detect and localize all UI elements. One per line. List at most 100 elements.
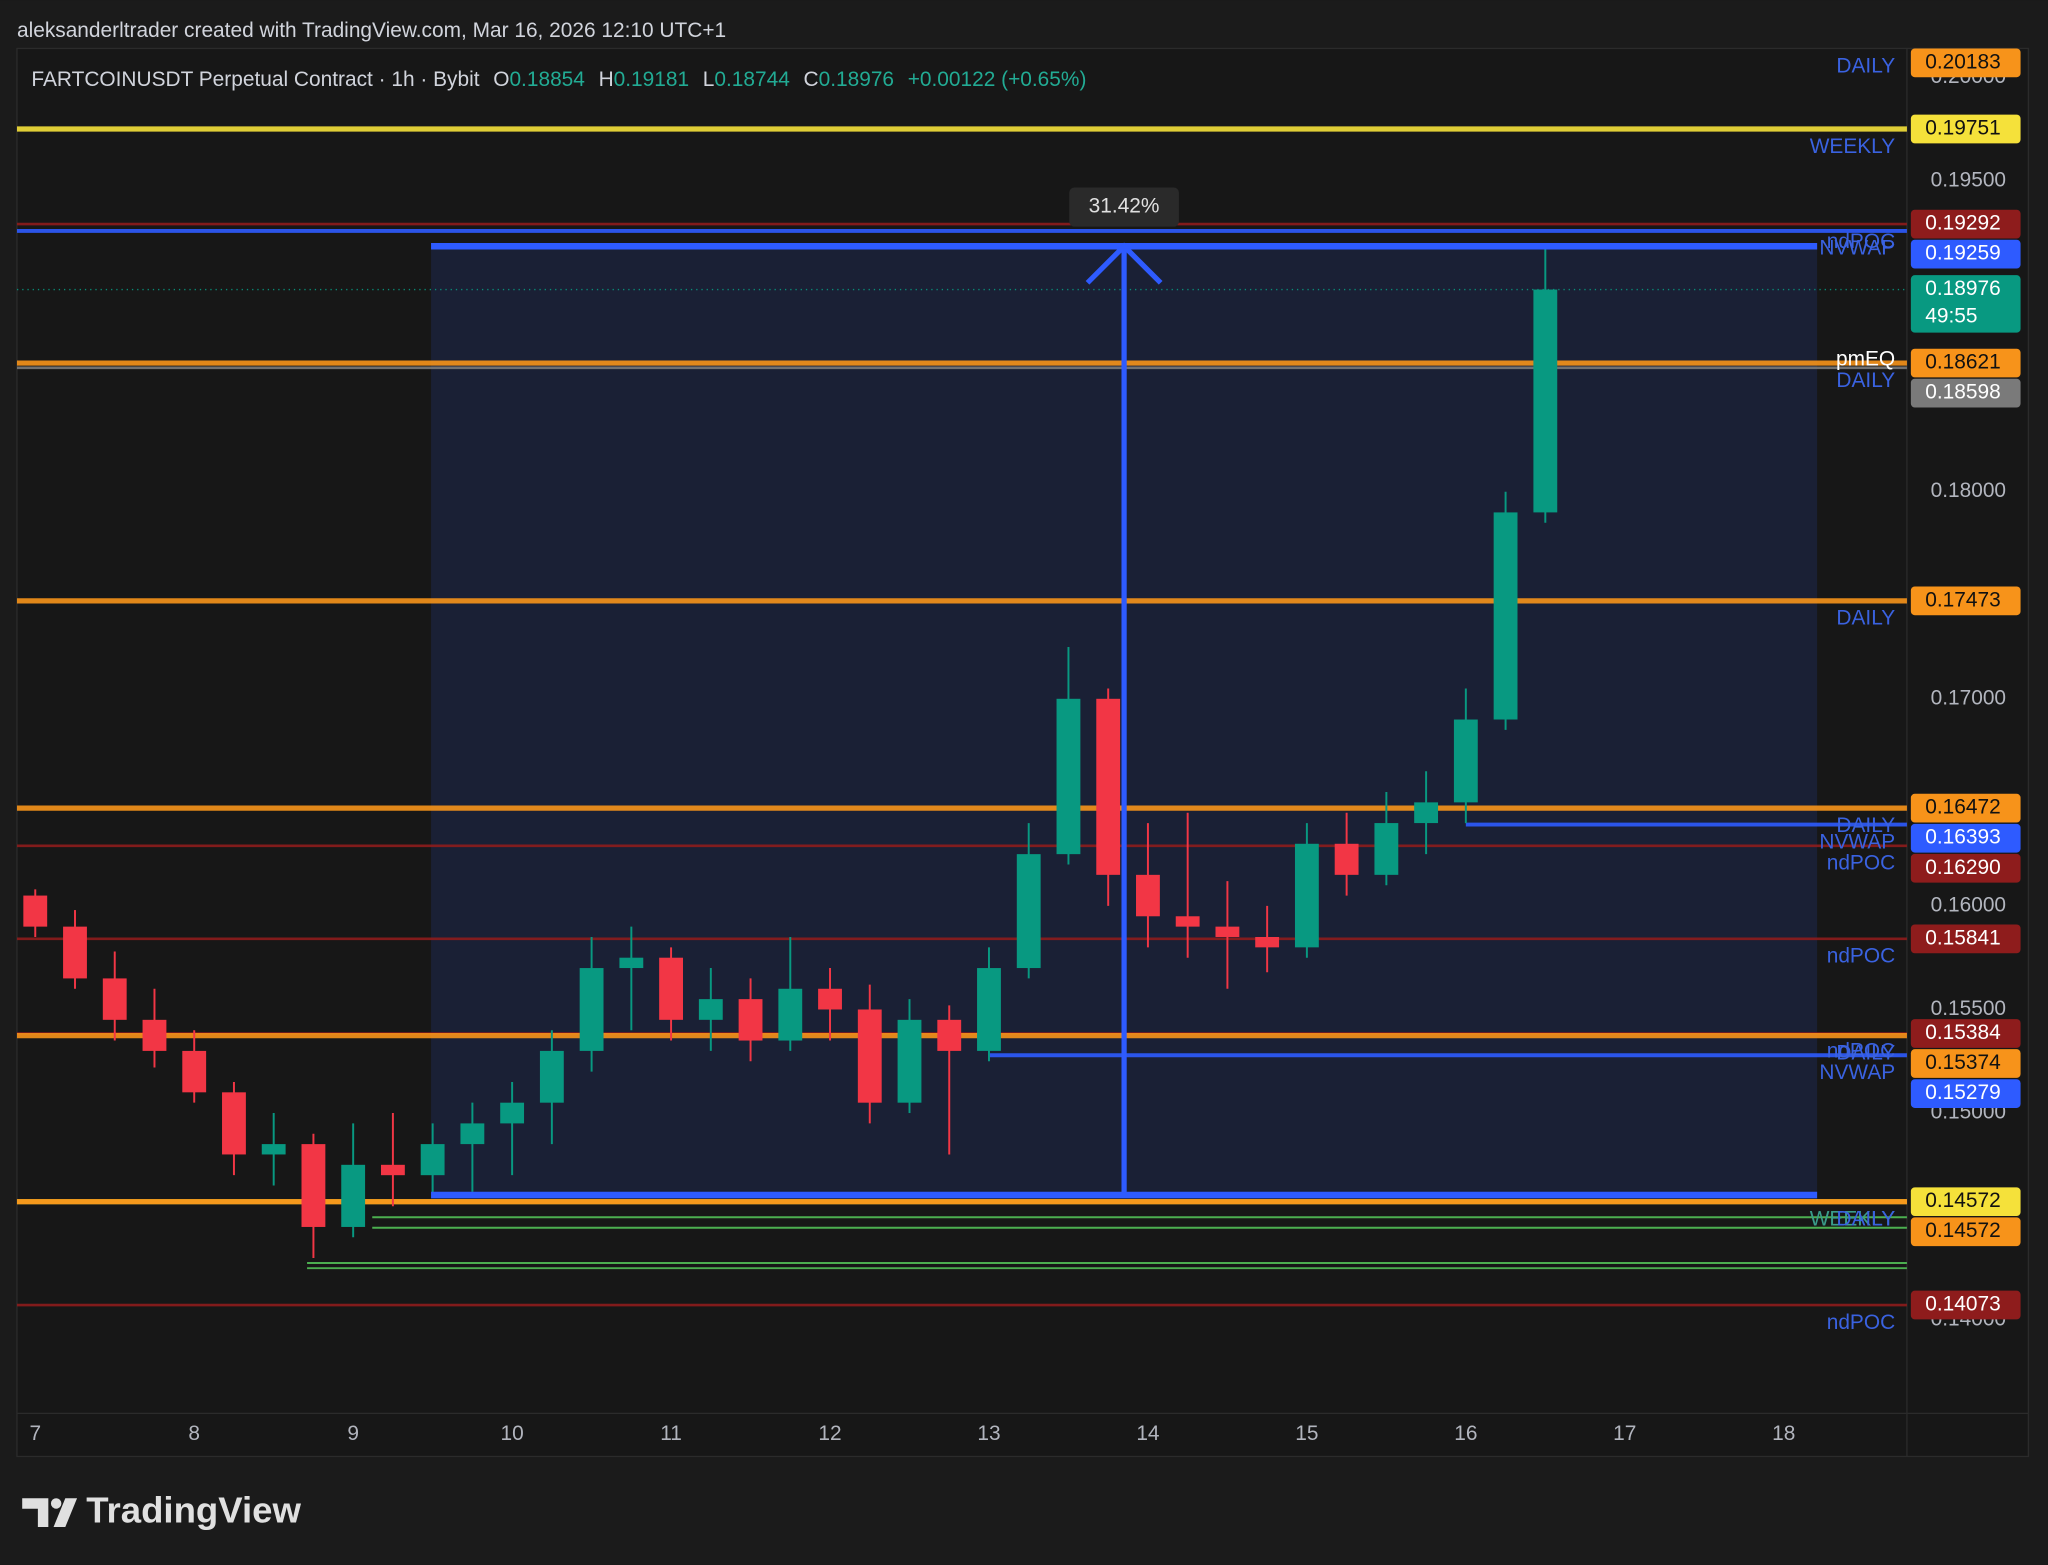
candle-body bbox=[977, 968, 1001, 1051]
measure-label-box bbox=[1069, 187, 1179, 227]
x-tick-label: 16 bbox=[1454, 1422, 1477, 1445]
x-tick-label: 8 bbox=[188, 1422, 200, 1445]
price-tag bbox=[1910, 239, 2021, 269]
candle-body bbox=[1414, 802, 1439, 824]
candle-body bbox=[619, 957, 644, 969]
x-tick-label: 9 bbox=[347, 1422, 359, 1445]
candle-body bbox=[579, 968, 604, 1051]
level-label: NVWAP bbox=[1819, 237, 1895, 260]
ohlc-letter: O bbox=[493, 67, 509, 90]
candle-body bbox=[778, 988, 803, 1041]
price-tag bbox=[1910, 1019, 2021, 1048]
candle-body bbox=[182, 1050, 207, 1093]
price-tag bbox=[1910, 1049, 2021, 1078]
measure-label: 31.42% bbox=[1089, 195, 1160, 218]
level-label: ndPOC bbox=[1827, 1039, 1895, 1062]
level-label: DAILY bbox=[1836, 369, 1895, 392]
y-tick-label: 0.17000 bbox=[1931, 686, 2006, 709]
logo-mark bbox=[50, 1498, 62, 1509]
candle-body bbox=[500, 1102, 525, 1124]
candle-body bbox=[539, 1050, 564, 1103]
price-tag bbox=[1910, 823, 2021, 853]
price-tag-label: 0.14073 bbox=[1925, 1293, 2000, 1316]
x-tick-label: 10 bbox=[501, 1422, 524, 1445]
candle-body bbox=[301, 1144, 326, 1227]
candle-body bbox=[63, 926, 87, 979]
ohlc-value: 0.18744 bbox=[714, 67, 789, 90]
price-tag-label: 0.15384 bbox=[1925, 1021, 2000, 1044]
candle-body bbox=[1096, 698, 1121, 875]
candle-body bbox=[897, 1019, 922, 1103]
candle-body bbox=[420, 1144, 445, 1176]
price-countdown: 49:55 bbox=[1925, 304, 1977, 327]
price-tag-label: 0.19259 bbox=[1925, 242, 2000, 265]
price-tag-label: 0.16290 bbox=[1925, 856, 2000, 879]
price-tag-label: 0.16472 bbox=[1925, 796, 2000, 819]
x-tick-label: 15 bbox=[1295, 1422, 1318, 1445]
x-tick-label: 18 bbox=[1772, 1422, 1795, 1445]
price-tag-label: 0.19292 bbox=[1925, 212, 2000, 235]
candle-body bbox=[1453, 719, 1478, 803]
candle-body bbox=[1255, 936, 1280, 948]
y-tick-label: 0.19500 bbox=[1931, 169, 2006, 192]
level-label: DAILY bbox=[1836, 814, 1895, 837]
candle-body bbox=[23, 895, 48, 927]
candle-body bbox=[142, 1019, 167, 1051]
price-tag-label: 0.20183 bbox=[1925, 50, 2000, 73]
candle-body bbox=[1374, 823, 1399, 875]
price-tag bbox=[1910, 1079, 2021, 1108]
price-tag bbox=[1910, 348, 2021, 378]
level-label: NVWAP bbox=[1819, 830, 1895, 853]
brand-logo bbox=[22, 1498, 78, 1527]
change: +0.00122 (+0.65%) bbox=[908, 67, 1087, 90]
level-label: DAILY bbox=[1836, 1207, 1895, 1230]
logo-mark bbox=[22, 1498, 49, 1527]
price-tag-label: 0.18598 bbox=[1925, 381, 2000, 404]
x-tick-label: 13 bbox=[977, 1422, 1000, 1445]
brand: TradingView bbox=[86, 1489, 301, 1530]
level-label: WEEKLY bbox=[1810, 1207, 1896, 1230]
x-tick-label: 12 bbox=[818, 1422, 841, 1445]
y-tick-label: 0.15500 bbox=[1931, 997, 2006, 1020]
price-tag bbox=[1910, 1217, 2021, 1247]
price-tag bbox=[1910, 793, 2021, 823]
price-tag bbox=[1910, 853, 2021, 883]
ohlc-value: 0.18976 bbox=[819, 67, 894, 90]
price-tag bbox=[1910, 1187, 2021, 1217]
candle-body bbox=[222, 1092, 246, 1155]
level-label: NVWAP bbox=[1819, 1061, 1895, 1084]
y-tick-label: 0.16000 bbox=[1931, 893, 2006, 916]
price-tag bbox=[1910, 1290, 2021, 1320]
candle-body bbox=[738, 999, 763, 1041]
price-tag-label: 0.18621 bbox=[1925, 351, 2000, 374]
price-tag bbox=[1910, 209, 2021, 239]
ohlc-letter: C bbox=[804, 67, 819, 90]
candle-body bbox=[818, 988, 842, 1010]
ohlc-value: 0.19181 bbox=[614, 67, 689, 90]
level-label: ndPOC bbox=[1827, 852, 1895, 875]
candle-body bbox=[1493, 512, 1518, 720]
level-label: ndPOC bbox=[1827, 945, 1895, 968]
candle-body bbox=[659, 957, 683, 1020]
level-label: ndPOC bbox=[1827, 1311, 1895, 1334]
candle-body bbox=[1136, 874, 1160, 917]
ohlc-letter: H bbox=[599, 67, 614, 90]
level-label: pmEQ bbox=[1836, 348, 1895, 371]
level-label: ndPOC bbox=[1827, 230, 1895, 253]
candle-body bbox=[857, 1009, 882, 1103]
plot: 7891011121314151617180.200000.195000.180… bbox=[16, 48, 2021, 1445]
price-tag-label: 0.19751 bbox=[1925, 117, 2000, 140]
candle-body bbox=[1175, 916, 1200, 927]
candle-body bbox=[261, 1144, 286, 1155]
legend: FARTCOINUSDT Perpetual Contract · 1h · B… bbox=[31, 67, 1086, 90]
price-tag-label: 0.17473 bbox=[1925, 588, 2000, 611]
candle-body bbox=[1334, 843, 1359, 875]
ohlc-value: 0.18854 bbox=[509, 67, 584, 90]
x-tick-label: 7 bbox=[29, 1422, 41, 1445]
price-tag-label: 0.15279 bbox=[1925, 1081, 2000, 1104]
price-tag-label: 0.14572 bbox=[1925, 1219, 2000, 1242]
level-label: DAILY bbox=[1836, 607, 1895, 630]
candle-body bbox=[698, 999, 723, 1020]
level-label: WEEKLY bbox=[1810, 135, 1896, 158]
